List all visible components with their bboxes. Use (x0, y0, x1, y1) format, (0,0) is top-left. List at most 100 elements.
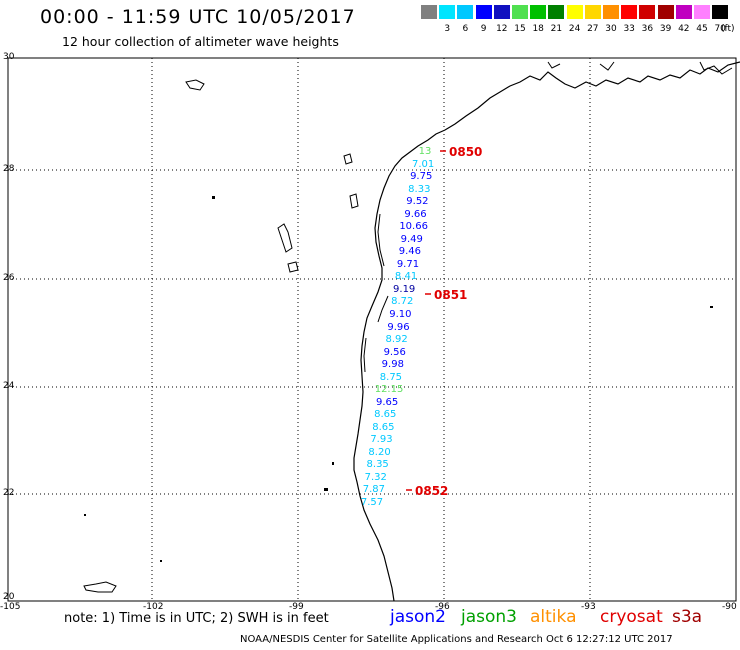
scale-swatch (493, 5, 510, 19)
scale-label: 30 (605, 24, 617, 34)
lat-label-26: 26 (3, 273, 15, 283)
legend-s3a: s3a (672, 607, 703, 627)
wave-height-value: 9.49 (400, 233, 423, 245)
lake-5 (349, 193, 359, 209)
wave-height-value: 8.65 (374, 409, 397, 421)
scale-swatch (439, 5, 456, 19)
scale-label: 45 (696, 24, 708, 34)
wave-height-value: 7.57 (360, 497, 384, 508)
islet-6 (160, 560, 162, 562)
lake-1 (185, 79, 205, 91)
islet-1 (212, 196, 215, 199)
scale-label: 42 (678, 24, 690, 34)
scale-unit: (ft) (721, 24, 735, 34)
wave-height-value: 12.15 (374, 384, 404, 396)
lat-label-28: 28 (3, 164, 15, 174)
scale-label: 12 (496, 24, 508, 34)
wave-height-value: 8.33 (408, 183, 431, 195)
wave-height-value: 9.71 (396, 258, 420, 270)
coastline-west-gulf (353, 61, 740, 602)
barrier-islands (363, 213, 389, 373)
wave-height-value: 8.92 (385, 334, 408, 346)
scale-label: 39 (659, 24, 672, 34)
lake-4 (343, 153, 353, 165)
scale-swatch (530, 5, 547, 19)
scale-swatch (603, 5, 619, 19)
scale-swatch (421, 5, 437, 19)
scale-label: 24 (568, 24, 581, 34)
legend-altika: altika (530, 607, 577, 627)
lon-label-90: -90 (722, 602, 737, 612)
footer-note: note: 1) Time is in UTC; 2) SWH is in fe… (64, 611, 329, 626)
islet-3 (710, 306, 713, 308)
wave-height-value: 9.56 (383, 346, 406, 358)
scale-label: 33 (623, 24, 635, 34)
scale-label: 36 (641, 24, 654, 34)
wave-height-value: 9.75 (410, 171, 433, 183)
wave-height-value: 8.75 (379, 371, 403, 383)
lake-3 (287, 261, 299, 273)
island-cuba-west (83, 581, 117, 593)
wave-height-value: 8.35 (366, 459, 389, 471)
lon-label-93: -93 (581, 602, 596, 612)
lat-label-22: 22 (3, 488, 15, 498)
pass-time-label: 0851 (434, 288, 468, 302)
legend-jason3: jason3 (461, 607, 517, 627)
wave-height-value: 13 (418, 146, 432, 157)
pass-time-label: 0852 (415, 484, 449, 498)
wave-height-value: 7.01 (411, 158, 435, 170)
lake-2 (277, 223, 293, 253)
map-title: 00:00 - 11:59 UTC 10/05/2017 (40, 6, 356, 28)
wave-height-value: 10.66 (399, 221, 428, 233)
scale-swatch (457, 5, 474, 19)
scale-swatch (694, 5, 710, 19)
scale-label: 27 (587, 24, 599, 34)
wave-height-value: 9.52 (406, 196, 429, 208)
wave-height-value: 9.46 (398, 246, 421, 258)
scale-swatch (566, 5, 583, 19)
scale-label: 15 (514, 24, 526, 34)
wave-height-value: 7.93 (370, 434, 393, 446)
wave-height-value: 8.72 (391, 296, 414, 308)
scale-label: 18 (532, 24, 544, 34)
legend-cryosat: cryosat (600, 607, 663, 627)
wave-height-value: 7.87 (362, 484, 386, 496)
scale-swatch (584, 5, 601, 19)
wave-height-value: 8.41 (394, 271, 418, 283)
scale-label: 6 (462, 24, 469, 34)
wave-height-value: 9.19 (393, 283, 416, 295)
scale-swatch (657, 5, 674, 19)
wave-height-value: 9.66 (404, 208, 427, 220)
graticule (8, 58, 736, 601)
wave-height-value: 9.65 (376, 396, 399, 408)
lat-label-30: 30 (3, 52, 15, 62)
scale-swatch (621, 5, 638, 19)
lon-label-105: -105 (0, 602, 21, 612)
lat-label-20: 20 (3, 592, 15, 602)
legend-jason2: jason2 (390, 607, 446, 627)
pass-time-label: 0850 (449, 145, 483, 159)
scale-swatch (675, 5, 692, 19)
scale-swatch (639, 5, 656, 19)
islet-2 (84, 514, 86, 516)
scale-swatch (548, 5, 565, 19)
coast-florida (547, 61, 733, 75)
lon-label-96: -96 (435, 602, 450, 612)
scale-swatch (475, 5, 492, 19)
scale-swatch (512, 5, 528, 19)
islet-4 (332, 462, 334, 465)
scale-label: 9 (480, 24, 487, 34)
footer-credit: NOAA/NESDIS Center for Satellite Applica… (240, 634, 673, 645)
scale-label: 3 (444, 24, 451, 34)
map-subtitle: 12 hour collection of altimeter wave hei… (62, 34, 339, 49)
lon-label-99: -99 (289, 602, 304, 612)
wave-height-value: 8.20 (368, 446, 391, 458)
scale-swatch (712, 5, 729, 19)
map-frame (7, 57, 737, 602)
lat-label-24: 24 (3, 381, 15, 391)
lon-label-102: -102 (143, 602, 164, 612)
scale-label: 70 (714, 24, 726, 34)
wave-height-value: 9.10 (389, 308, 412, 320)
